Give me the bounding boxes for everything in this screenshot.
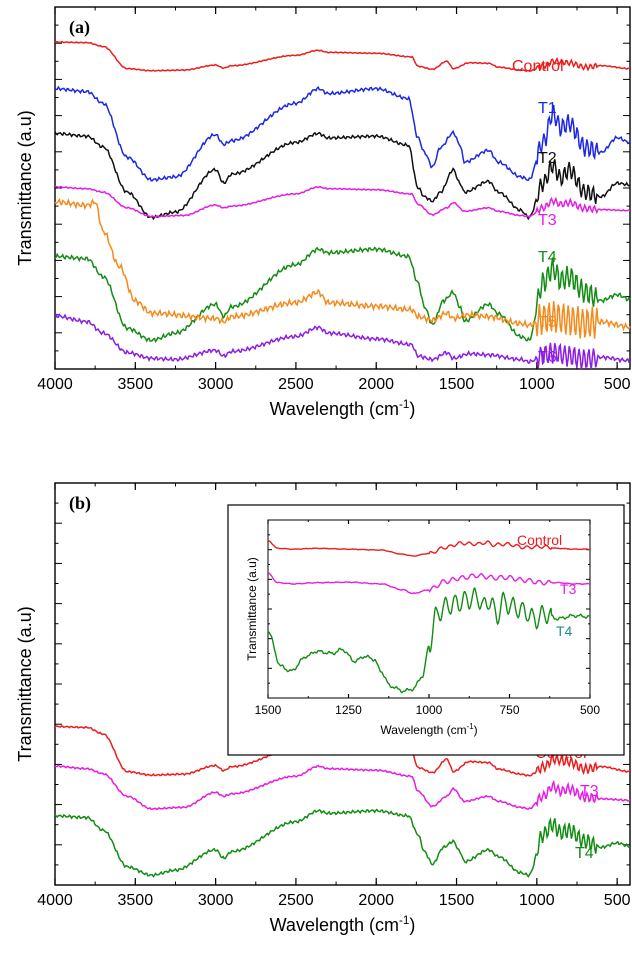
x-tick-label: 2500 [278, 892, 314, 909]
y-axis-label: Transmittance (a.u) [245, 557, 259, 661]
x-tick-label: 3500 [118, 892, 154, 909]
panel-label: (b) [69, 493, 91, 514]
x-tick-label: 1000 [519, 892, 555, 909]
series-label-t1: T1 [538, 100, 557, 117]
series-line-t4 [54, 808, 631, 878]
inset-background [227, 504, 625, 756]
series-line-t3 [55, 185, 631, 218]
series-line-t3 [267, 572, 590, 595]
series-line-control [267, 539, 591, 557]
panel-label: (a) [69, 17, 90, 38]
x-tick-label: 1000 [519, 376, 555, 393]
series-label-t4: T4 [575, 845, 594, 862]
x-tick-label: 1500 [439, 376, 475, 393]
x-tick-label: 2000 [358, 892, 394, 909]
x-axis-label: Wavelength (cm-1) [380, 722, 477, 737]
y-axis-label: Transmittance (a.u) [15, 110, 35, 265]
series-line-t4 [267, 587, 591, 694]
series-label-control: Control [512, 58, 564, 75]
series-label-t3: T3 [538, 212, 557, 229]
series-label-control: Control [517, 532, 562, 548]
x-tick-label: 1500 [255, 703, 282, 717]
x-tick-label: 2500 [278, 376, 314, 393]
series-line-t1 [54, 85, 631, 182]
series-line-t3 [54, 764, 631, 811]
x-tick-label: 750 [499, 703, 519, 717]
series-label-t4: T4 [556, 623, 573, 639]
x-tick-label: 4000 [37, 376, 73, 393]
x-tick-label: 3000 [198, 892, 234, 909]
panel-b-inset-chart: 1500 1250 1000 750 500 Wavelength (cm-1) Trans… [227, 504, 625, 756]
x-tick-label: 4000 [37, 892, 73, 909]
x-tick-label: 3500 [118, 376, 154, 393]
x-tick-label: 1250 [335, 703, 362, 717]
x-tick-label: 1500 [439, 892, 475, 909]
y-axis-label: Transmittance (a.u) [15, 606, 35, 761]
x-tick-label: 500 [604, 376, 631, 393]
series-label-t3: T3 [580, 783, 599, 800]
series-label-t2: T2 [538, 150, 557, 167]
x-tick-label: 500 [604, 892, 631, 909]
series-line-t2 [54, 131, 631, 221]
x-tick-label: 500 [580, 703, 600, 717]
x-axis-label: Wavelength (cm-1) [270, 914, 416, 935]
series-label-t3: T3 [560, 581, 577, 597]
x-tick-label: 2000 [358, 376, 394, 393]
x-axis-label: Wavelength (cm-1) [270, 398, 416, 419]
x-tick-label: 1000 [416, 703, 443, 717]
series-label-t5: T5 [538, 314, 557, 331]
x-tick-label: 3000 [198, 376, 234, 393]
panel-a-chart: 4000 3500 3000 2500 2000 1500 1000 500 Wavelengt… [15, 6, 631, 419]
series-line-control [54, 40, 630, 73]
series-label-t4: T4 [538, 249, 557, 266]
series-line-t6 [54, 313, 631, 370]
series-line-t5 [54, 197, 631, 339]
series-label-t6: T6 [538, 349, 557, 366]
